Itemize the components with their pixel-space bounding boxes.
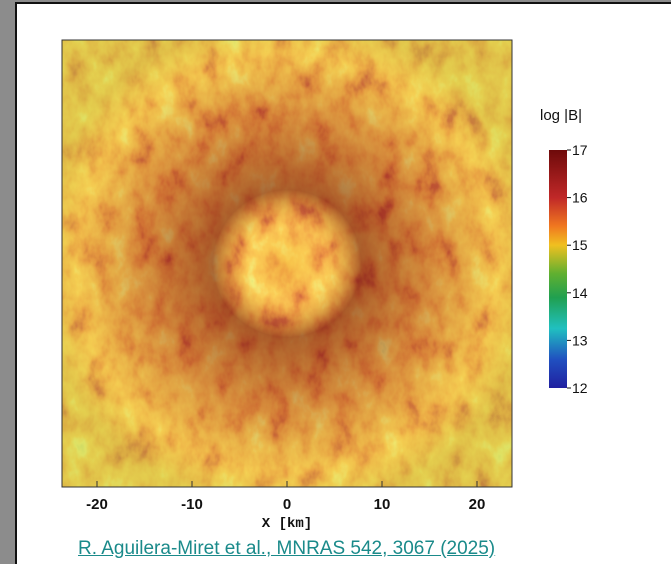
colorbar-tick-label: 17	[572, 142, 588, 158]
colorbar	[549, 150, 567, 388]
field-overlay	[62, 40, 512, 487]
x-tick-label: 10	[374, 496, 391, 513]
x-tick-label: 0	[283, 496, 291, 513]
colorbar-tick-label: 14	[572, 285, 588, 301]
x-axis-label: X [km]	[262, 516, 312, 532]
x-tick-label: -10	[181, 496, 203, 513]
colorbar-tick-label: 15	[572, 237, 588, 253]
colorbar-label: log |B|	[540, 107, 582, 124]
colorbar-tick-label: 13	[572, 332, 588, 348]
colorbar-tick-label: 16	[572, 190, 588, 206]
credit-link[interactable]: R. Aguilera-Miret et al., MNRAS 542, 306…	[78, 538, 496, 559]
colorbar-tick-label: 12	[572, 380, 588, 396]
x-tick-label: -20	[86, 496, 108, 513]
x-tick-label: 20	[469, 496, 486, 513]
